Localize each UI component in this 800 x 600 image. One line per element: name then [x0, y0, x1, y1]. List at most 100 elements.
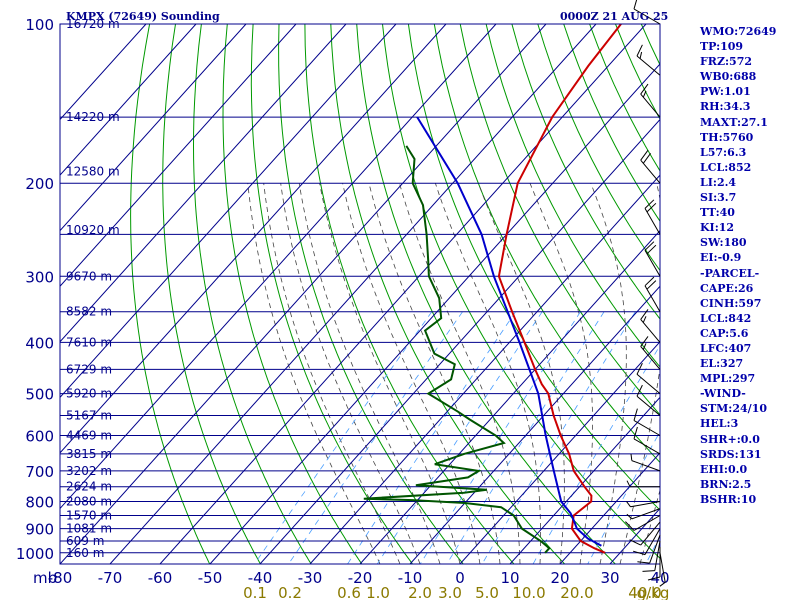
stat-item: CAPE:26 [700, 281, 754, 295]
isotherm [60, 24, 447, 454]
isotherm [209, 63, 660, 564]
stat-item: TH:5760 [700, 130, 754, 144]
isotherm [60, 24, 247, 232]
pressure-label: 400 [25, 334, 54, 352]
temperature-label: 30 [600, 569, 619, 587]
wind-barb-flag [636, 362, 643, 375]
height-label: 5920 m [66, 387, 112, 401]
moist-adiabat [247, 183, 381, 564]
wind-barb-shaft [654, 540, 661, 571]
wind-barb-flag [640, 83, 649, 95]
pressure-label: 500 [25, 386, 54, 404]
isotherm [409, 285, 660, 564]
dry-adiabat [459, 24, 660, 416]
mixing-ratio-label: 20.0 [560, 584, 593, 600]
wind-barb [640, 149, 661, 184]
height-label: 16720 m [66, 17, 120, 31]
temperature-label: -10 [398, 569, 423, 587]
wind-barb [644, 241, 661, 277]
mixing-ratio-label: 0.1 [243, 584, 267, 600]
wind-barb-flag [659, 581, 666, 587]
dry-adiabat [356, 24, 616, 564]
stat-item: LFC:407 [700, 341, 752, 355]
stat-item: SI:3.7 [700, 191, 737, 205]
dry-adiabat [511, 24, 660, 320]
wind-barb-flag [626, 501, 631, 508]
wind-barb [626, 508, 661, 520]
dry-adiabat [250, 24, 413, 564]
stat-item: -PARCEL- [700, 266, 760, 280]
wind-barb [642, 540, 661, 572]
temperature-label: -60 [148, 569, 173, 587]
stat-item: BSHR:10 [700, 492, 757, 506]
dry-adiabat [330, 24, 565, 564]
temperature-label: 0 [455, 569, 465, 587]
wind-barb [633, 0, 661, 25]
wind-barb-flag [639, 51, 643, 59]
height-label: 5167 m [66, 409, 112, 423]
wind-barb [625, 515, 661, 531]
mixing-ratio-line [481, 311, 636, 564]
mixing-ratio-line [347, 311, 516, 564]
mixing-ratio-label: g/kg [637, 584, 670, 600]
pressure-label: 1000 [16, 545, 54, 563]
height-label: 160 m [66, 546, 104, 560]
wind-barb-flag [646, 280, 657, 290]
wind-barb [636, 44, 661, 76]
mixing-ratio-label: 1.0 [366, 584, 390, 600]
wind-barb [629, 521, 661, 546]
pressure-label: 300 [25, 268, 54, 286]
dry-adiabat [304, 24, 515, 564]
isotherm [60, 24, 347, 343]
height-label: 1081 m [66, 522, 112, 536]
stats-panel: WMO:72649 TP:109 FRZ:572 WB0:688 PW:1.01 RH:3… [700, 24, 800, 507]
wind-barb-shaft [631, 460, 661, 472]
stat-item: EHI:0.0 [700, 462, 748, 476]
temperature-label: 20 [550, 569, 569, 587]
mixing-ratio-label: 40.0 [628, 584, 661, 600]
wind-barb [637, 534, 661, 564]
wind-barb-shaft [640, 346, 661, 370]
isotherm [60, 24, 297, 287]
height-label: 12580 m [66, 164, 120, 178]
wind-barb-flag [644, 199, 655, 209]
moist-adiabat [298, 183, 441, 564]
wind-barb [626, 501, 661, 508]
temperature-label: -20 [348, 569, 373, 587]
wind-barb-shaft [644, 208, 661, 235]
wind-barb-shaft [636, 55, 661, 76]
stat-item: SW:180 [700, 236, 747, 250]
wind-barb-shaft [636, 373, 661, 394]
stat-item: KI:12 [700, 221, 735, 235]
isotherm [60, 24, 397, 399]
temperature-label: -50 [198, 569, 223, 587]
pressure-label: 700 [25, 463, 54, 481]
wind-barb-flag [646, 244, 657, 255]
moist-adiabat [529, 183, 593, 564]
stat-item: SHR+:0.0 [700, 432, 760, 446]
moist-adiabat [280, 183, 421, 564]
mixing-ratio-line [446, 311, 605, 564]
pressure-label: 800 [25, 494, 54, 512]
stat-item: PW:1.01 [700, 85, 751, 99]
wind-barb-flag [644, 241, 655, 251]
wind-barb [636, 362, 661, 394]
moist-adiabat [477, 183, 565, 564]
wind-barb [647, 547, 661, 581]
wind-barb-flag [633, 408, 638, 421]
wind-barb-flag [642, 316, 647, 323]
wind-barb-flag [642, 153, 652, 164]
wind-barb [633, 408, 661, 436]
wind-barb-shaft [659, 552, 666, 583]
temperature-label: 10 [500, 569, 519, 587]
height-label: 3202 m [66, 464, 112, 478]
wind-barb-shaft [636, 395, 661, 416]
isotherm [60, 24, 497, 510]
height-label: 3815 m [66, 447, 112, 461]
wind-barb-flag [642, 90, 647, 98]
mixing-ratio-line [254, 311, 433, 564]
wind-barb [640, 336, 661, 370]
moist-adiabat [399, 183, 521, 564]
wind-barb-shaft [640, 93, 661, 118]
temperature-label: -40 [248, 569, 273, 587]
